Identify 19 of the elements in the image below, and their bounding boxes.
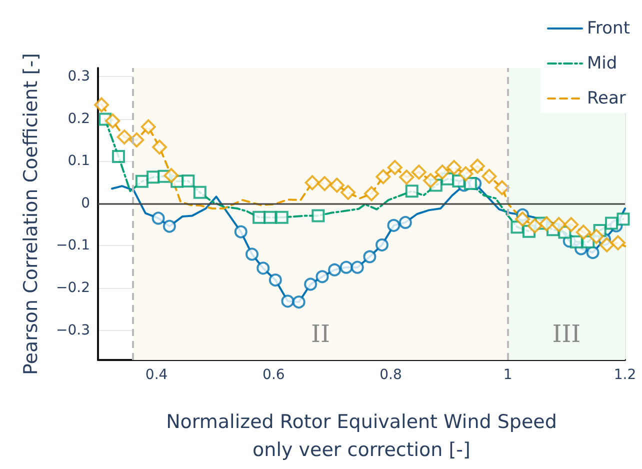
y-tick-label: −0.3	[56, 322, 90, 338]
x-tick-label: 0.6	[262, 367, 285, 383]
y-tick-label: −0.1	[56, 238, 90, 254]
x-tick-label: 1	[503, 367, 512, 383]
y-tick-label: 0	[81, 195, 90, 212]
y-tick-label: −0.2	[56, 280, 90, 296]
y-tick-label: 0.2	[68, 110, 90, 127]
y-tick-label: 0.1	[68, 153, 90, 170]
y-tick-label: 0.3	[68, 68, 90, 84]
x-tick-label: 0.4	[145, 367, 168, 383]
legend-label: Mid	[587, 54, 618, 74]
x-axis-title: Normalized Rotor Equivalent Wind Speed only veer correction [-]	[166, 411, 557, 461]
x-tick-label: 0.8	[380, 367, 402, 383]
x-tick-label: 1.2	[614, 367, 636, 383]
legend-label: Front	[587, 18, 630, 38]
legend-label: Rear	[587, 88, 626, 108]
band-label: III	[552, 320, 581, 348]
band-label: II	[311, 320, 330, 348]
y-axis-title: Pearson Correlation Coefficient [-]	[20, 53, 42, 375]
